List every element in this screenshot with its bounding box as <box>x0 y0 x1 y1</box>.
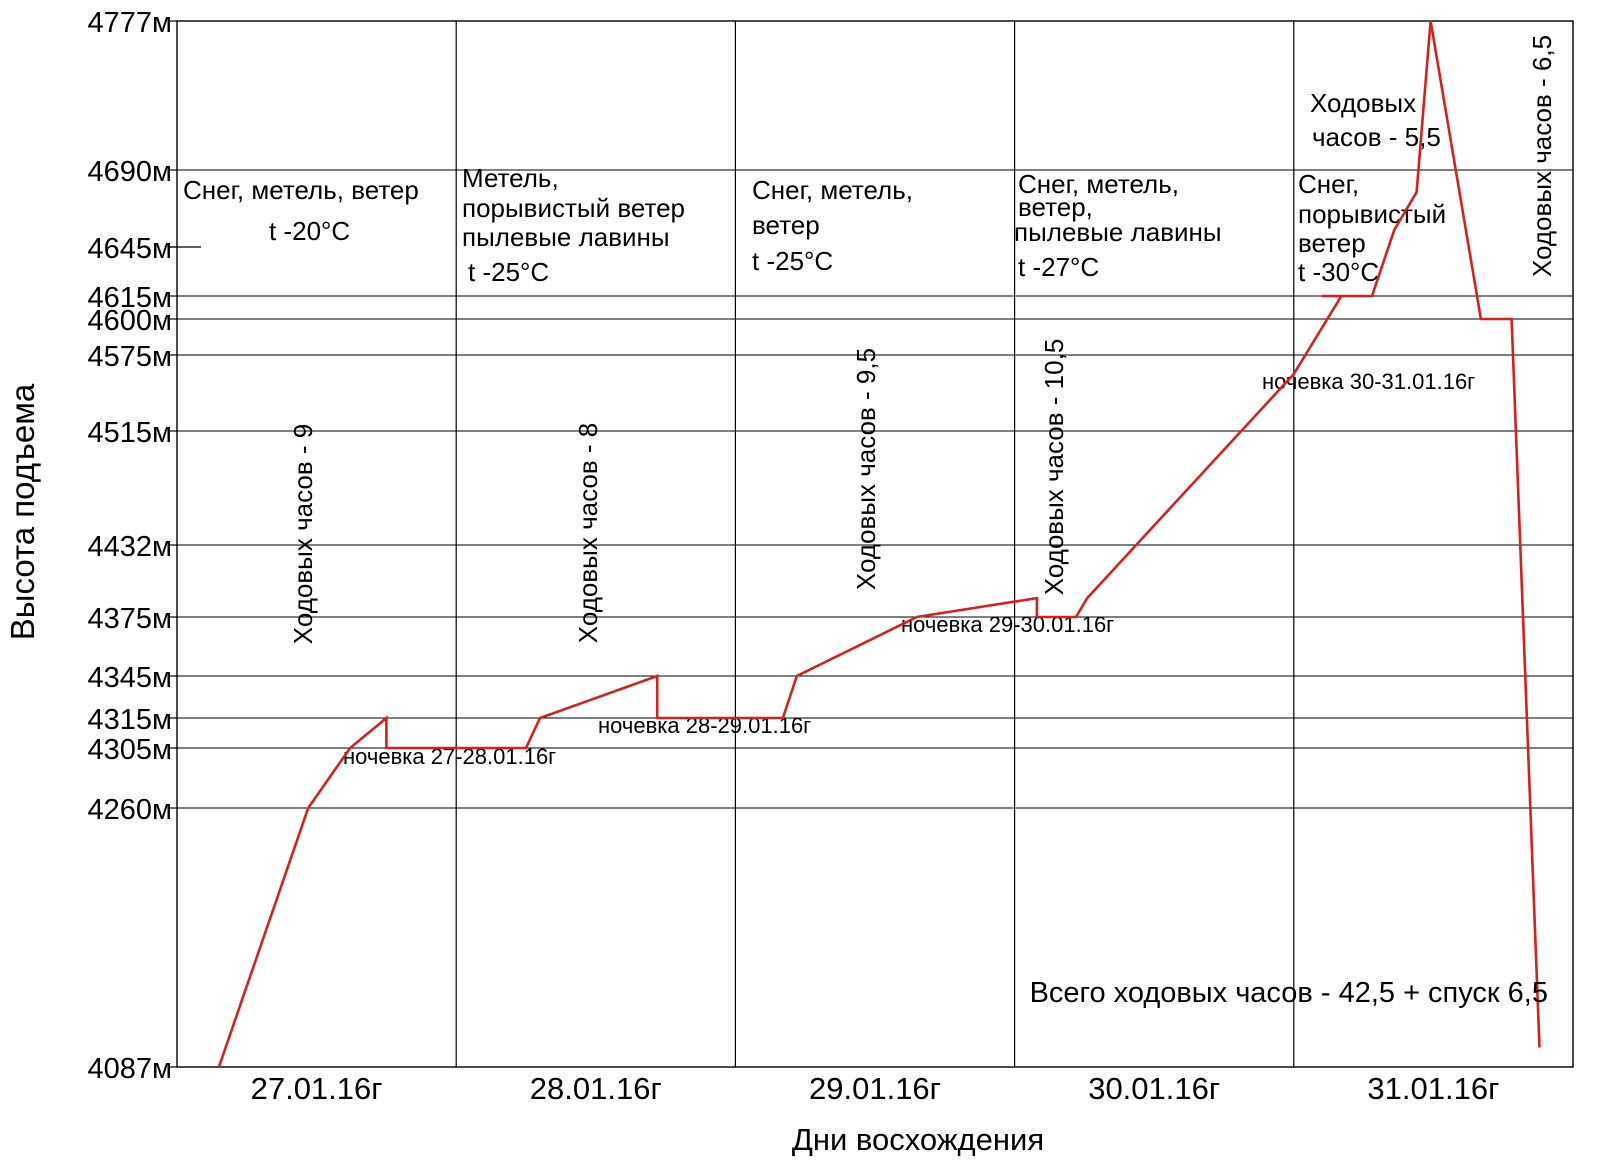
x-tick-label: 29.01.16г <box>809 1071 941 1106</box>
y-tick-label: 4515м <box>88 417 172 449</box>
altitude-line <box>217 20 1541 1068</box>
walking-hours-label: Ходовых часов - 8 <box>573 423 603 643</box>
x-axis-label: Дни восхождения <box>792 1122 1044 1157</box>
x-tick-label: 31.01.16г <box>1367 1071 1499 1106</box>
weather-note-line: Снег, <box>1298 169 1359 199</box>
x-tick-label: 30.01.16г <box>1088 1071 1220 1106</box>
weather-note-line: Снег, метель, ветер <box>183 175 419 205</box>
y-tick-label: 4645м <box>88 233 172 265</box>
walking-hours-label: Ходовых часов - 9,5 <box>851 348 881 590</box>
overnight-label: ночевка 30-31.01.16г <box>1262 369 1475 394</box>
weather-note-line: порывистый <box>1298 199 1446 229</box>
plot-frame <box>176 20 1574 1068</box>
y-tick-label: 4260м <box>88 794 172 826</box>
weather-note-line: Снег, метель, <box>1018 169 1179 199</box>
weather-note-line: ветер, <box>1018 192 1093 222</box>
x-tick-labels: 27.01.16г 28.01.16г 29.01.16г 30.01.16г 31.0… <box>251 1071 1500 1106</box>
weather-note-line: ветер <box>752 210 820 240</box>
walking-hours-label: Ходовых часов - 9 <box>288 424 318 644</box>
walking-hours-label: Ходовых часов - 6,5 <box>1527 35 1557 277</box>
weather-note-line: Метель, <box>462 163 559 193</box>
y-tick-label: 4315м <box>88 704 172 736</box>
y-tick-label: 4305м <box>88 734 172 766</box>
y-axis-label: Высота подъема <box>4 383 41 640</box>
altitude-series <box>217 20 1541 1068</box>
x-tick-label: 27.01.16г <box>251 1071 383 1106</box>
y-tick-label: 4345м <box>88 662 172 694</box>
walking-hours-day5-line: Ходовых <box>1310 88 1416 118</box>
total-hours-note: Всего ходовых часов - 42,5 + спуск 6,5 <box>1030 977 1548 1009</box>
weather-note-line: порывистый ветер <box>462 193 685 223</box>
walking-hours-label: Ходовых часов - 10,5 <box>1039 339 1069 596</box>
weather-note-line: Снег, метель, <box>752 175 913 205</box>
weather-note-line: t -25°C <box>752 246 833 276</box>
y-tick-label: 4432м <box>88 531 172 563</box>
weather-note-line: пылевые лавины <box>462 222 670 252</box>
weather-note-line: t -30°C <box>1298 257 1379 287</box>
weather-note-line: t -27°C <box>1018 252 1099 282</box>
x-tick-label: 28.01.16г <box>530 1071 662 1106</box>
weather-note-line: t -25°C <box>468 257 549 287</box>
y-tick-label: 4575м <box>88 341 172 373</box>
weather-note-line: ветер <box>1298 228 1366 258</box>
y-tick-label: 4690м <box>88 156 172 188</box>
y-tick-label: 4615м <box>88 282 172 314</box>
y-tick-label: 4375м <box>88 603 172 635</box>
weather-note-line: t -20°C <box>269 216 350 246</box>
y-tick-label: 4087м <box>88 1053 172 1085</box>
chart-grid <box>168 20 1574 1068</box>
y-tick-label: 4600м <box>88 305 172 337</box>
weather-note-line: пылевые лавины <box>1014 217 1222 247</box>
y-tick-label: 4777м <box>88 7 172 39</box>
overnight-label: ночевка 29-30.01.16г <box>901 612 1114 637</box>
